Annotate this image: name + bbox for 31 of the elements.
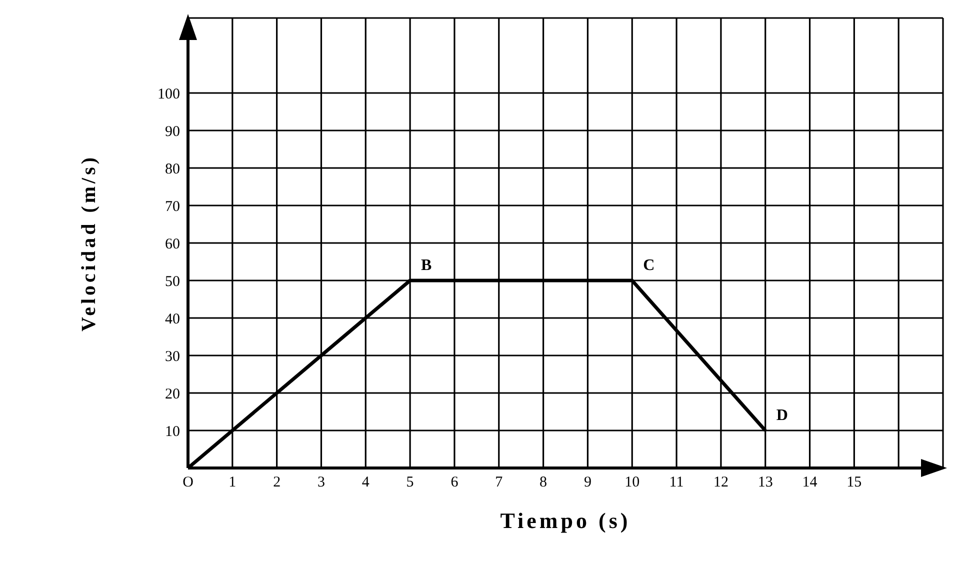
y-tick-label: 20 <box>165 386 180 402</box>
x-tick-label: 13 <box>758 474 773 491</box>
annotation: D <box>776 407 788 424</box>
y-tick-label: 50 <box>165 274 180 290</box>
x-tick-label: O <box>182 474 194 491</box>
x-tick-label: 1 <box>228 474 236 491</box>
x-tick-label: 2 <box>273 474 281 491</box>
y-tick-label: 100 <box>158 86 180 102</box>
x-axis-title: Tiempo (s) <box>500 508 631 533</box>
y-tick-label: 60 <box>165 236 180 252</box>
annotation: B <box>421 257 432 274</box>
y-tick-label: 80 <box>165 161 180 178</box>
y-tick-label: 10 <box>165 424 180 440</box>
x-tick-label: 11 <box>669 474 684 491</box>
x-tick-label: 6 <box>450 474 459 491</box>
x-tick-label: 12 <box>713 474 728 491</box>
y-tick-label: 30 <box>165 348 180 365</box>
y-tick-label: 70 <box>165 198 180 215</box>
x-tick-label: 15 <box>846 474 862 491</box>
x-tick-label: 4 <box>362 474 370 491</box>
annotation: C <box>643 257 655 274</box>
y-axis-title: Velocidad (m/s) <box>78 154 100 332</box>
x-tick-label: 8 <box>540 474 548 491</box>
y-tick-label: 90 <box>165 124 180 140</box>
x-tick-label: 7 <box>495 474 504 491</box>
x-tick-label: 10 <box>624 474 640 491</box>
x-tick-label: 5 <box>406 474 414 491</box>
x-tick-label: 3 <box>317 474 325 491</box>
x-tick-label: 9 <box>584 474 592 491</box>
y-tick-label: 40 <box>165 311 180 328</box>
x-tick-label: 14 <box>802 474 818 491</box>
